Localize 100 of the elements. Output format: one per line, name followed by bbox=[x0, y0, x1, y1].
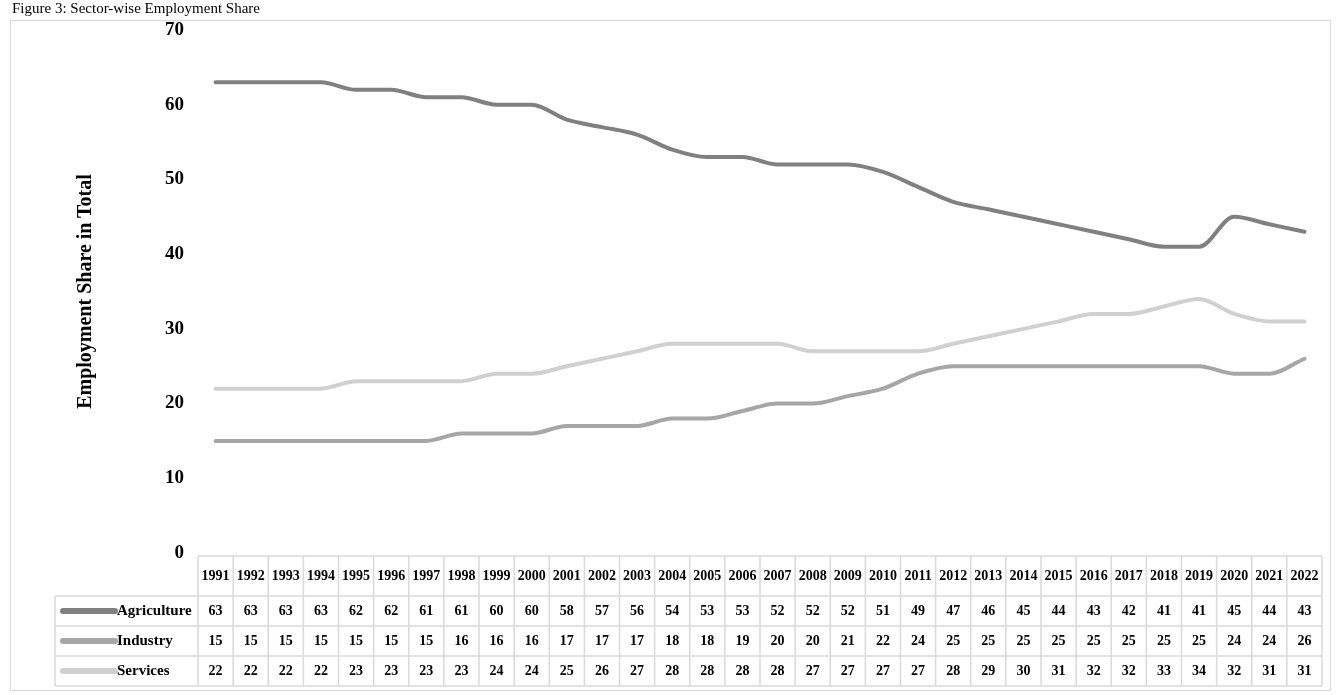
data-label: 23 bbox=[419, 662, 434, 678]
data-label: 23 bbox=[454, 662, 469, 678]
data-label: 25 bbox=[1192, 632, 1207, 648]
data-label: 15 bbox=[278, 632, 293, 648]
data-label: 45 bbox=[1016, 602, 1031, 618]
y-tick-label: 40 bbox=[165, 242, 184, 264]
data-label: 24 bbox=[911, 632, 926, 648]
chart-title: Figure 3: Sector-wise Employment Share bbox=[12, 0, 261, 17]
y-tick-label: 10 bbox=[165, 466, 184, 488]
x-tick-label: 2019 bbox=[1185, 567, 1214, 583]
data-label: 27 bbox=[911, 662, 926, 678]
data-label: 52 bbox=[805, 602, 820, 618]
y-axis-title: Employment Share in Total bbox=[73, 173, 97, 409]
data-label: 20 bbox=[805, 632, 820, 648]
data-label: 25 bbox=[1086, 632, 1101, 648]
data-label: 27 bbox=[630, 662, 645, 678]
y-tick-label: 50 bbox=[165, 167, 184, 189]
y-tick-label: 20 bbox=[165, 391, 184, 413]
data-label: 16 bbox=[489, 632, 504, 648]
x-tick-label: 2014 bbox=[1009, 567, 1038, 583]
legend-label: Industry bbox=[117, 631, 174, 648]
data-label: 41 bbox=[1192, 602, 1207, 618]
data-label: 54 bbox=[665, 602, 680, 618]
x-tick-label: 1995 bbox=[342, 567, 371, 583]
x-tick-label: 2008 bbox=[798, 567, 827, 583]
data-label: 24 bbox=[524, 662, 539, 678]
data-label: 22 bbox=[875, 632, 890, 648]
data-label: 43 bbox=[1086, 602, 1101, 618]
x-tick-label: 2015 bbox=[1044, 567, 1073, 583]
x-tick-label: 1991 bbox=[201, 567, 230, 583]
data-label: 33 bbox=[1156, 662, 1171, 678]
x-tick-label: 1998 bbox=[447, 567, 476, 583]
data-label: 57 bbox=[594, 602, 609, 618]
data-label: 18 bbox=[700, 632, 715, 648]
data-label: 45 bbox=[1227, 602, 1242, 618]
data-label: 22 bbox=[208, 662, 223, 678]
data-label: 15 bbox=[243, 632, 258, 648]
x-tick-label: 2018 bbox=[1149, 567, 1178, 583]
data-label: 28 bbox=[770, 662, 785, 678]
data-label: 28 bbox=[700, 662, 715, 678]
data-label: 30 bbox=[1016, 662, 1031, 678]
data-label: 17 bbox=[559, 632, 574, 648]
data-label: 62 bbox=[349, 602, 364, 618]
data-label: 49 bbox=[911, 602, 926, 618]
data-label: 24 bbox=[489, 662, 504, 678]
data-label: 24 bbox=[1262, 632, 1277, 648]
y-tick-label: 0 bbox=[174, 540, 184, 562]
legend-label: Agriculture bbox=[117, 601, 193, 618]
data-label: 32 bbox=[1227, 662, 1242, 678]
data-label: 28 bbox=[665, 662, 680, 678]
data-label: 17 bbox=[594, 632, 609, 648]
data-label: 41 bbox=[1156, 602, 1171, 618]
data-label: 15 bbox=[349, 632, 364, 648]
line-series bbox=[213, 296, 1307, 391]
data-label: 44 bbox=[1051, 602, 1066, 618]
x-tick-label: 2022 bbox=[1290, 567, 1319, 583]
data-label: 63 bbox=[278, 602, 293, 618]
data-label: 21 bbox=[840, 632, 855, 648]
data-label: 34 bbox=[1192, 662, 1207, 678]
data-label: 53 bbox=[735, 602, 750, 618]
line-series bbox=[213, 356, 1307, 443]
data-label: 52 bbox=[770, 602, 785, 618]
data-label: 31 bbox=[1262, 662, 1277, 678]
x-tick-label: 1999 bbox=[482, 567, 511, 583]
data-label: 60 bbox=[489, 602, 504, 618]
data-label: 51 bbox=[875, 602, 890, 618]
y-tick-label: 70 bbox=[165, 17, 184, 39]
data-label: 47 bbox=[946, 602, 961, 618]
legend-label: Services bbox=[117, 661, 170, 678]
data-label: 25 bbox=[1156, 632, 1171, 648]
x-tick-label: 2021 bbox=[1255, 567, 1284, 583]
x-tick-label: 1993 bbox=[271, 567, 300, 583]
y-tick-label: 30 bbox=[165, 316, 184, 338]
data-label: 56 bbox=[630, 602, 645, 618]
data-label: 44 bbox=[1262, 602, 1277, 618]
data-label: 43 bbox=[1297, 602, 1312, 618]
data-label: 60 bbox=[524, 602, 539, 618]
line-series bbox=[213, 80, 1307, 249]
x-tick-label: 1994 bbox=[306, 567, 335, 583]
data-label: 23 bbox=[349, 662, 364, 678]
data-label: 61 bbox=[454, 602, 469, 618]
x-tick-label: 1996 bbox=[377, 567, 406, 583]
data-label: 20 bbox=[770, 632, 785, 648]
data-label: 17 bbox=[630, 632, 645, 648]
x-tick-label: 1997 bbox=[412, 567, 441, 583]
data-label: 52 bbox=[840, 602, 855, 618]
data-label: 31 bbox=[1297, 662, 1312, 678]
data-label: 62 bbox=[384, 602, 399, 618]
x-tick-label: 2012 bbox=[939, 567, 968, 583]
data-label: 22 bbox=[278, 662, 293, 678]
x-tick-label: 2001 bbox=[552, 567, 581, 583]
data-label: 26 bbox=[594, 662, 609, 678]
x-tick-label: 2006 bbox=[728, 567, 757, 583]
x-tick-label: 2007 bbox=[763, 567, 792, 583]
data-label: 26 bbox=[1297, 632, 1312, 648]
x-tick-label: 2017 bbox=[1114, 567, 1143, 583]
y-tick-label: 60 bbox=[165, 92, 184, 114]
x-tick-label: 2016 bbox=[1079, 567, 1108, 583]
data-label: 61 bbox=[419, 602, 434, 618]
data-label: 15 bbox=[419, 632, 434, 648]
